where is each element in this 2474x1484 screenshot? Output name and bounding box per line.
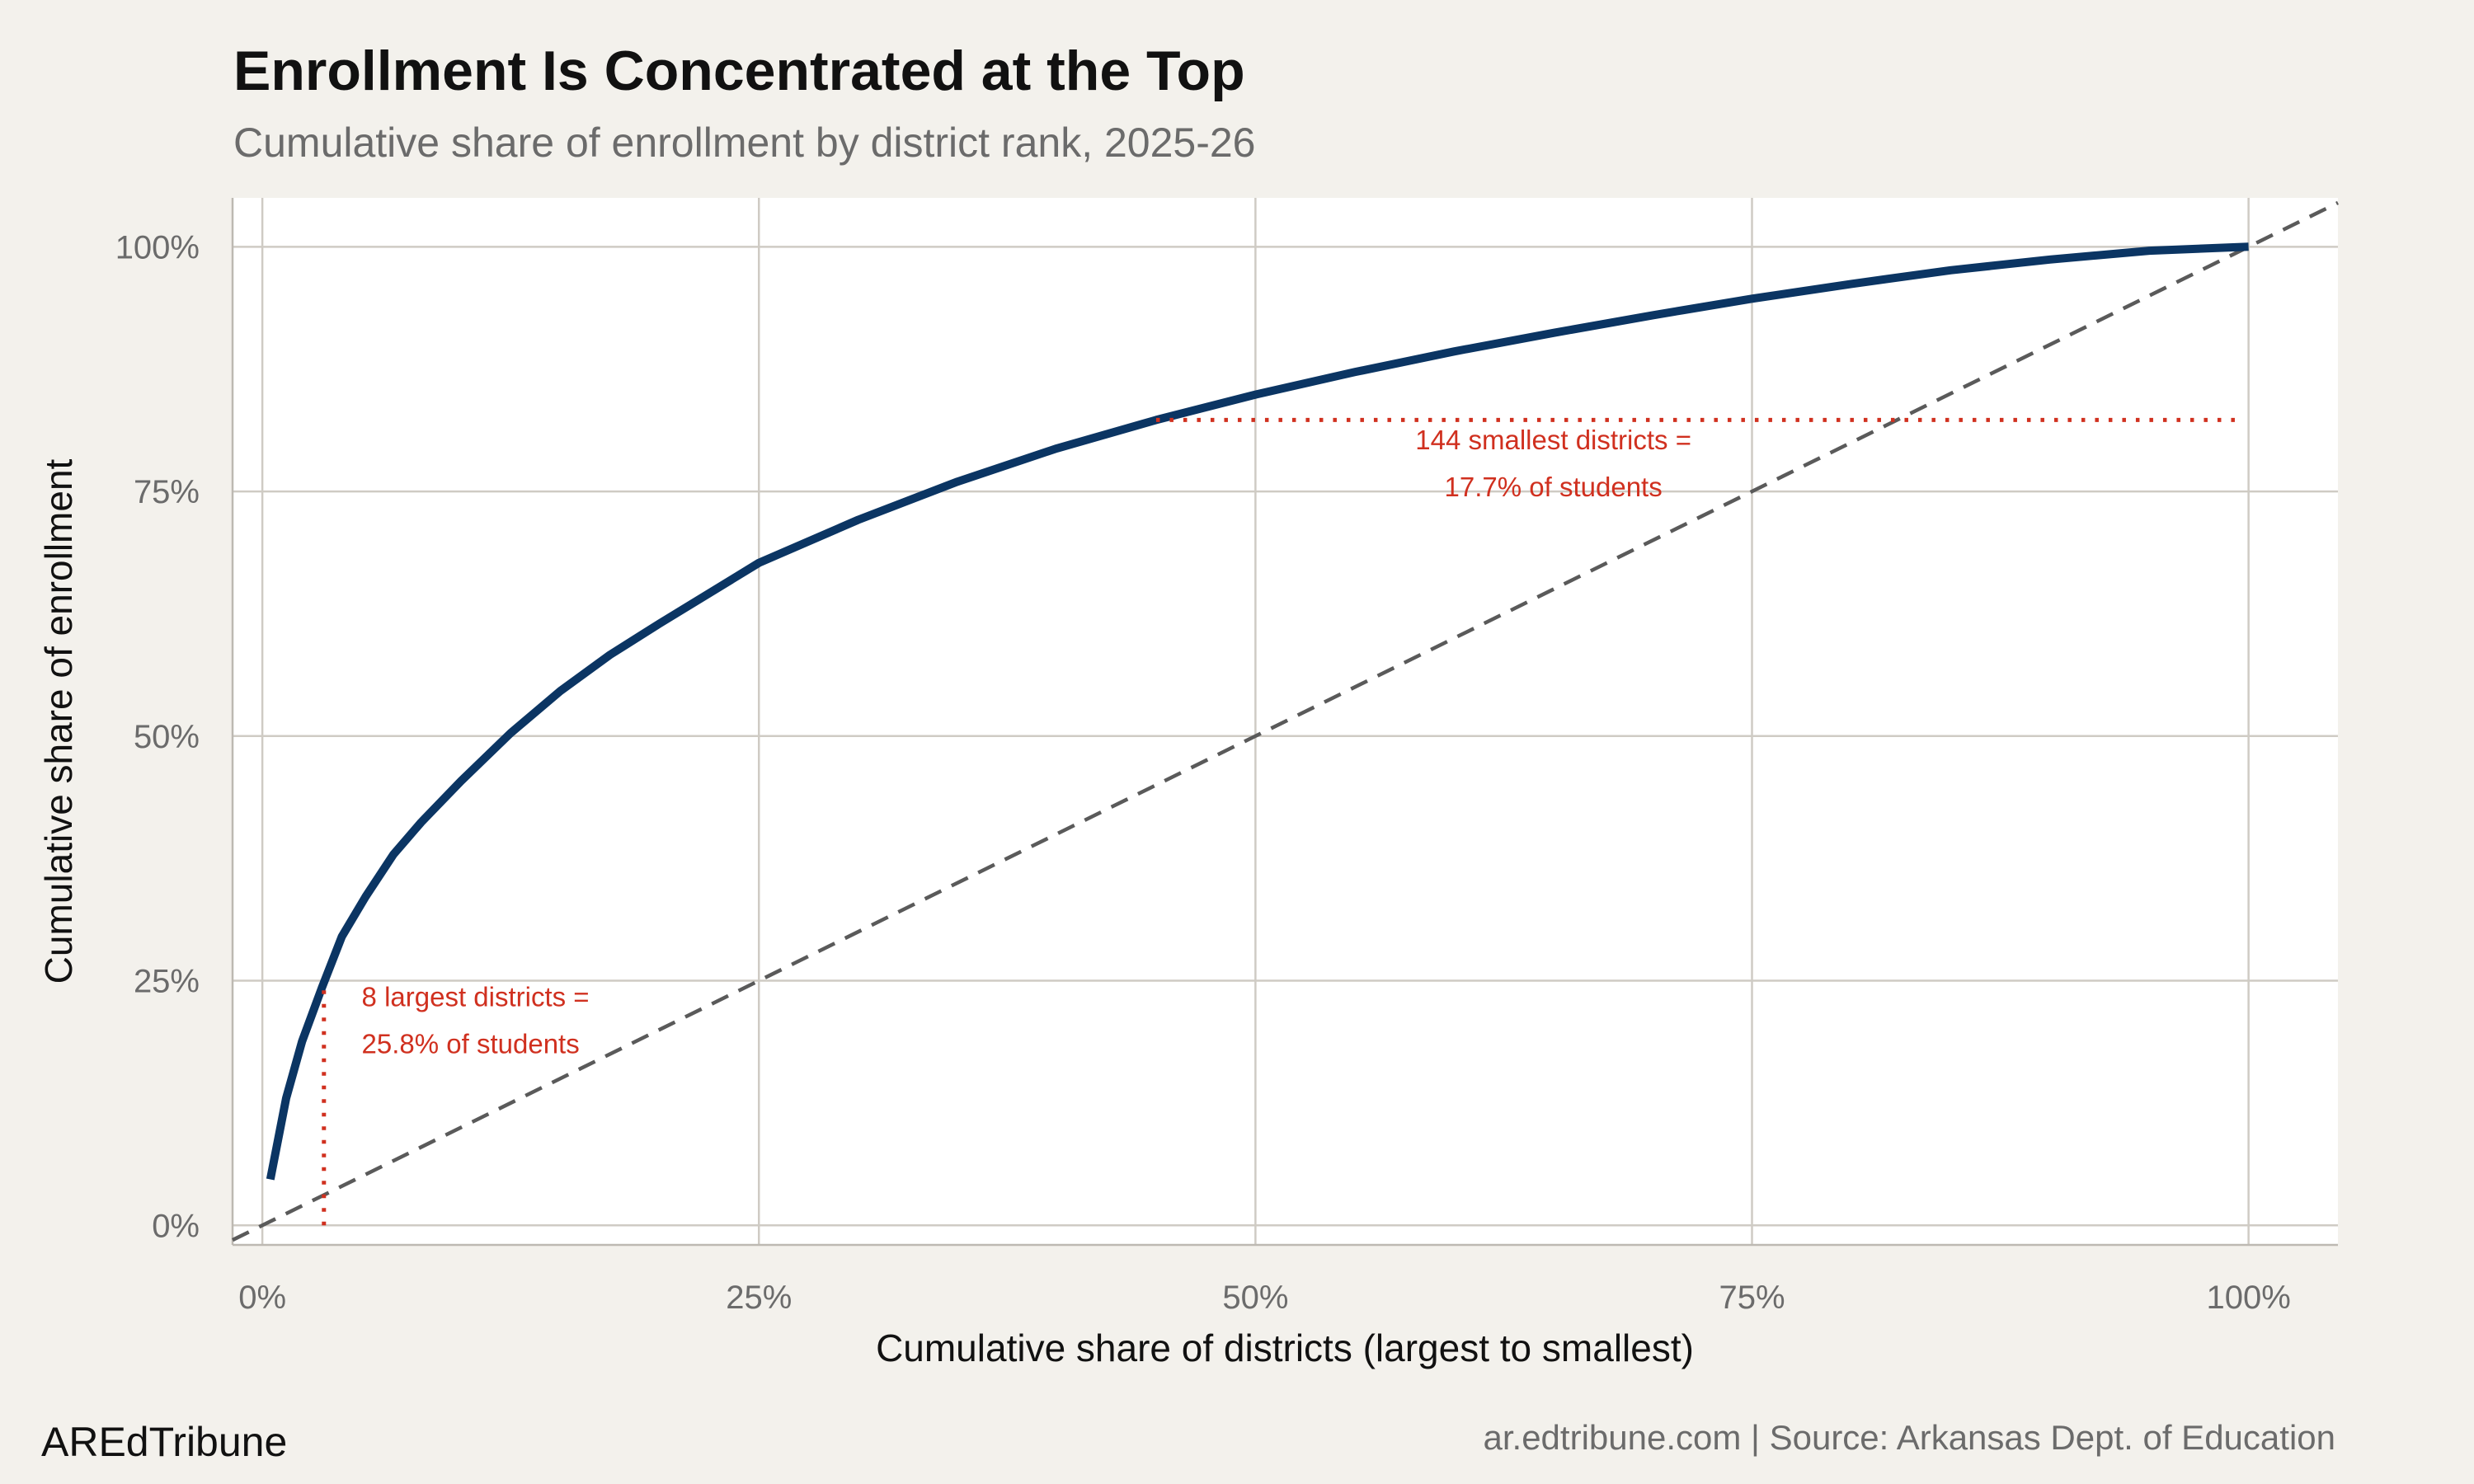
x-axis-label: Cumulative share of districts (largest t… [876, 1327, 1694, 1369]
y-tick-label: 25% [134, 964, 200, 1000]
equality-line [232, 200, 2339, 1242]
tick-labels: 0% 25% 50% 75% 100% 0% 25% 50% 75% 100% [115, 229, 2291, 1316]
gridlines [231, 198, 2338, 1247]
annotation-smallest-text: 17.7% of students [1445, 472, 1663, 502]
x-tick-label: 50% [1222, 1280, 1288, 1316]
source-label: ar.edtribune.com | Source: Arkansas Dept… [1484, 1418, 2336, 1457]
brand-label: AREdTribune [41, 1419, 287, 1465]
y-tick-label: 100% [115, 229, 200, 265]
lorenz-curve-line [266, 242, 2249, 1181]
y-tick-label: 50% [134, 719, 200, 755]
x-tick-label: 25% [726, 1280, 792, 1316]
annotation-largest-text: 25.8% of students [362, 1028, 580, 1059]
x-tick-label: 0% [238, 1280, 286, 1316]
y-tick-label: 75% [134, 474, 200, 510]
annotation-largest-text: 8 largest districts = [362, 981, 590, 1012]
x-tick-label: 75% [1719, 1280, 1785, 1316]
chart-title: Enrollment Is Concentrated at the Top [233, 40, 1245, 102]
annotation-smallest-text: 144 smallest districts = [1415, 425, 1691, 455]
chart-subtitle: Cumulative share of enrollment by distri… [233, 120, 1255, 166]
x-tick-label: 100% [2206, 1280, 2290, 1316]
y-tick-label: 0% [152, 1208, 200, 1244]
series-layer [232, 200, 2339, 1242]
annotation-layer: 8 largest districts = 25.8% of students 14… [322, 417, 2243, 1226]
y-axis-label: Cumulative share of enrollment [37, 458, 80, 984]
